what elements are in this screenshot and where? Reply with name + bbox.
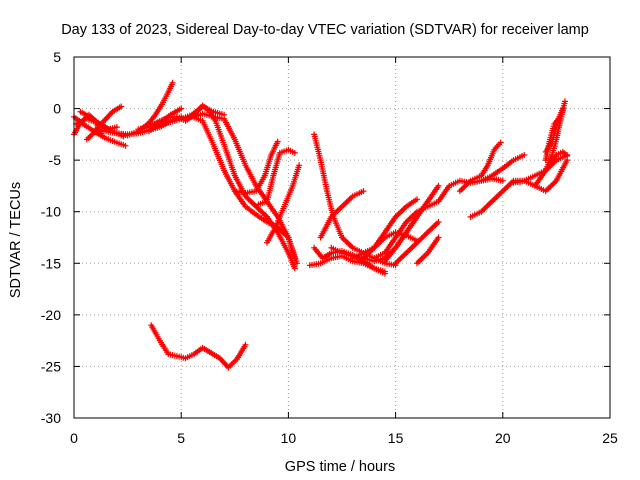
data-point — [360, 188, 367, 195]
x-tick-label: 20 — [495, 430, 511, 446]
series-arc-30 — [456, 139, 504, 195]
data-point — [564, 153, 571, 159]
data-point — [435, 234, 442, 241]
data-point — [291, 265, 298, 272]
series-arc-5 — [73, 115, 120, 133]
data-point — [178, 105, 185, 112]
data-point — [294, 260, 300, 267]
data-point — [274, 138, 281, 145]
chart-title: Day 133 of 2023, Sidereal Day-to-day VTE… — [61, 22, 589, 38]
y-tick-label: 5 — [53, 49, 61, 65]
x-tick-label: 0 — [70, 430, 78, 446]
x-tick-label: 10 — [281, 430, 297, 446]
data-point — [291, 149, 298, 156]
series-arc-9 — [146, 105, 185, 135]
tick-layer — [73, 56, 611, 419]
data-point — [118, 103, 125, 110]
x-tick-label: 25 — [602, 430, 618, 446]
data-point — [435, 182, 442, 189]
plot-frame — [73, 56, 611, 419]
data-point — [435, 219, 442, 225]
series-layer — [71, 79, 571, 371]
series-arc-26 — [360, 229, 420, 262]
series-arc-27 — [392, 219, 442, 267]
data-point — [381, 270, 388, 277]
y-tick-label: -15 — [41, 255, 61, 271]
series-arc-7 — [113, 79, 176, 139]
series-arc-17 — [148, 322, 249, 371]
y-tick-label: -25 — [41, 358, 61, 374]
y-tick-label: -30 — [41, 410, 61, 426]
series-arc-15 — [255, 146, 298, 208]
data-point — [169, 79, 176, 86]
data-point — [242, 341, 249, 348]
y-tick-label: -20 — [41, 307, 61, 323]
data-point — [559, 105, 566, 112]
data-point — [122, 142, 129, 149]
series-arc-16 — [264, 162, 303, 246]
y-tick-label: 0 — [53, 101, 61, 117]
series-arc-36 — [547, 148, 571, 169]
series-arc-32 — [467, 157, 571, 220]
x-tick-label: 15 — [388, 430, 404, 446]
series-arc-18 — [311, 131, 399, 269]
data-point — [562, 98, 568, 105]
tick-label-layer: 0 5 10 15 20 25 5 0 -5 -10 -15 -20 -25 -30 — [41, 49, 618, 446]
series-arc-31 — [478, 152, 528, 184]
series-arc-20 — [306, 253, 388, 277]
data-point — [414, 196, 420, 203]
grid-layer — [74, 57, 610, 418]
y-tick-label: -5 — [49, 152, 62, 168]
series-arc-14 — [231, 138, 281, 197]
series-arc-28 — [414, 234, 442, 267]
data-point — [497, 139, 504, 146]
data-point — [296, 162, 303, 169]
data-point — [521, 152, 528, 158]
y-axis-label: SDTVAR / TECUs — [8, 182, 24, 298]
series-arc-21 — [317, 188, 367, 241]
data-point — [424, 198, 431, 205]
x-tick-label: 5 — [177, 430, 185, 446]
y-tick-label: -10 — [41, 204, 61, 220]
data-point — [499, 177, 506, 184]
data-point — [113, 124, 120, 131]
series-arc-37 — [542, 105, 566, 155]
x-axis-label: GPS time / hours — [285, 459, 395, 475]
